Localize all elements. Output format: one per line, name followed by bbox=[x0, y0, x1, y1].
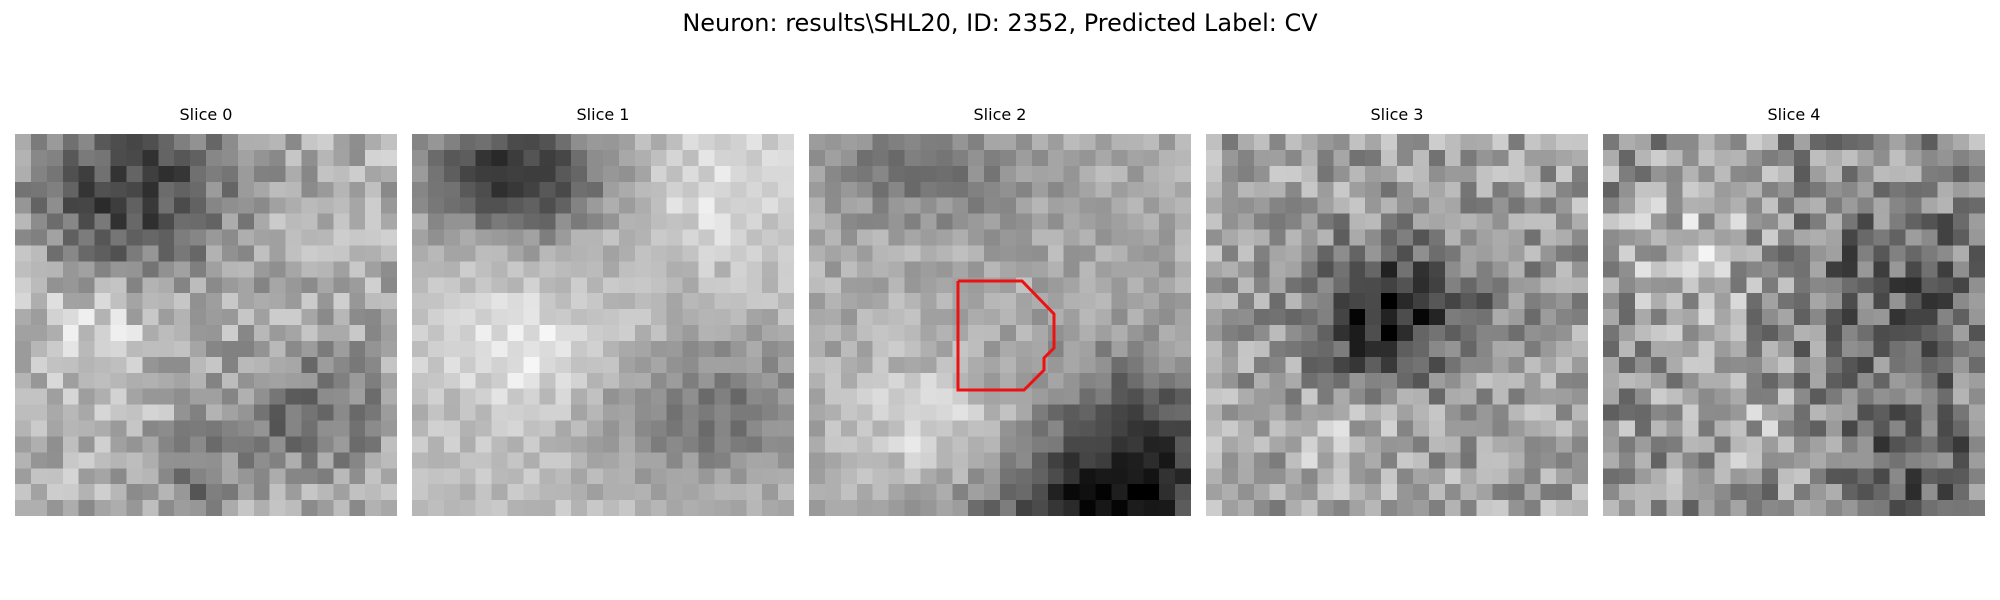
slice-image bbox=[809, 134, 1191, 516]
slice-title: Slice 0 bbox=[179, 105, 233, 124]
slice-panel-4: Slice 4 bbox=[1603, 105, 1985, 517]
slice-image bbox=[1603, 134, 1985, 516]
contour-outline bbox=[956, 279, 1056, 392]
slice-title: Slice 3 bbox=[1370, 105, 1424, 124]
slice-image bbox=[1206, 134, 1588, 516]
slice-image bbox=[15, 134, 397, 516]
figure-title: Neuron: results\SHL20, ID: 2352, Predict… bbox=[682, 9, 1318, 37]
slice-title: Slice 1 bbox=[576, 105, 630, 124]
slice-title: Slice 2 bbox=[973, 105, 1027, 124]
slice-panel-1: Slice 1 bbox=[412, 105, 794, 517]
slice-panel-3: Slice 3 bbox=[1206, 105, 1588, 517]
slice-image bbox=[412, 134, 794, 516]
slice-title: Slice 4 bbox=[1767, 105, 1821, 124]
slice-panel-2: Slice 2 bbox=[809, 105, 1191, 517]
segmentation-contour bbox=[956, 279, 1056, 392]
slice-panel-0: Slice 0 bbox=[15, 105, 397, 517]
